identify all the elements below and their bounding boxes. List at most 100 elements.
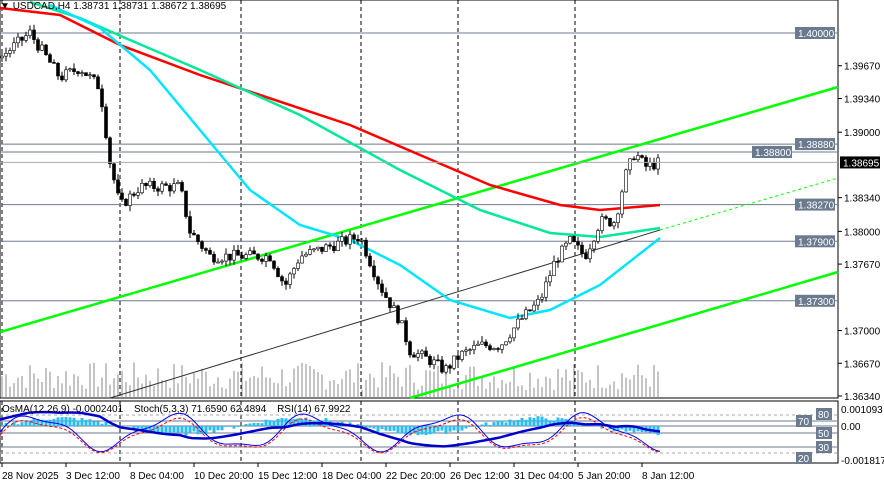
osma-bar [44,419,48,426]
candle-body [300,255,304,264]
osma-bar [544,418,548,426]
osma-bar [616,426,620,432]
candle-body [496,348,500,350]
osma-bar [364,426,368,430]
osc-scale-label: 70 [798,417,810,428]
osma-bar [440,426,444,431]
candle-body [200,241,204,249]
candle-body [36,39,40,51]
osma-bar [284,418,288,426]
level-label-bg [752,146,792,159]
candle-body [48,54,52,63]
candle-body [476,343,480,346]
level-label: 1.37300 [798,297,835,308]
candle-body [352,234,356,240]
candle-body [636,155,640,160]
osma-bar [536,416,540,426]
osma-bar [104,421,108,426]
osma-bar [384,426,388,431]
candle-body [620,191,624,215]
osma-bar [388,426,392,432]
candle-body [424,350,428,357]
candle-body [508,337,512,343]
osma-bar [304,417,308,426]
candle-body [600,216,604,231]
candle-body [588,248,592,259]
candle-body [276,268,280,277]
candle-body [356,239,360,242]
candle-body [288,273,292,285]
candle-body [72,68,76,72]
candle-body [76,71,80,74]
dropdown-arrow-icon[interactable]: ▼ [0,1,10,12]
osma-bar [276,418,280,426]
osma-bar [376,426,380,432]
level-label-bg [795,294,835,307]
candle-body [268,255,272,262]
osma-bar [528,417,532,426]
osc-label-bg [796,452,812,464]
osma-bar [236,426,240,427]
osma-bar [264,419,268,426]
y-tick-label: 1.38340 [844,194,881,205]
osma-bar [356,424,360,426]
ma-mid-line [29,0,661,239]
candle-body [180,182,184,192]
candle-body [340,236,344,242]
candle-body [80,72,84,74]
candle-body [272,260,276,269]
osma-bar [232,426,236,429]
osc-scale-label: 0.001093 [841,405,883,416]
osma-bar [140,426,144,431]
osc-label-bg [816,427,832,439]
y-tick-label: 1.37000 [844,327,881,338]
candle-body [324,244,328,252]
trend-extension-line [659,177,839,231]
candle-body [100,88,104,108]
osma-bar [556,417,560,426]
osc-scale-label: 0.00 [841,422,861,433]
candle-body [380,283,384,293]
osma-bar [632,426,636,433]
x-tick-label: 15 Dec 12:00 [258,471,318,482]
osma-bar [164,426,168,434]
osma-bar [16,424,20,426]
osma-bar [84,419,88,426]
current-price-bg [840,156,880,169]
level-label-bg [795,198,835,211]
osma-bar [152,426,156,433]
candle-body [116,179,120,194]
osma-bar [408,426,412,436]
candle-body [576,241,580,246]
candle-body [448,365,452,369]
osma-bar [436,426,440,432]
osma-bar [496,420,500,426]
x-tick-label: 10 Dec 20:00 [194,471,254,482]
candle-body [88,74,92,77]
y-tick-label: 1.39340 [844,94,881,105]
candle-body [592,240,596,250]
candle-body [296,262,300,269]
osma-bar [220,426,224,431]
osma-bar [100,423,104,426]
candle-body [628,158,632,171]
osma-bar [64,417,68,426]
x-tick-label: 3 Dec 12:00 [66,471,120,482]
y-tick-label: 1.36340 [844,392,881,403]
candle-body [304,253,308,257]
candle-body [216,261,220,264]
osma-bar [392,426,396,431]
channel-lower-line [409,270,839,400]
candle-body [128,193,132,206]
y-tick-label: 1.36670 [844,359,881,370]
candle-body [604,216,608,219]
candle-body [564,242,568,247]
osma-bar [12,422,16,426]
candle-body [0,55,4,59]
candle-body [612,222,616,227]
osma-bar [268,420,272,426]
candle-body [512,327,516,339]
channel-upper-line [0,85,839,334]
osma-bar [600,426,604,429]
